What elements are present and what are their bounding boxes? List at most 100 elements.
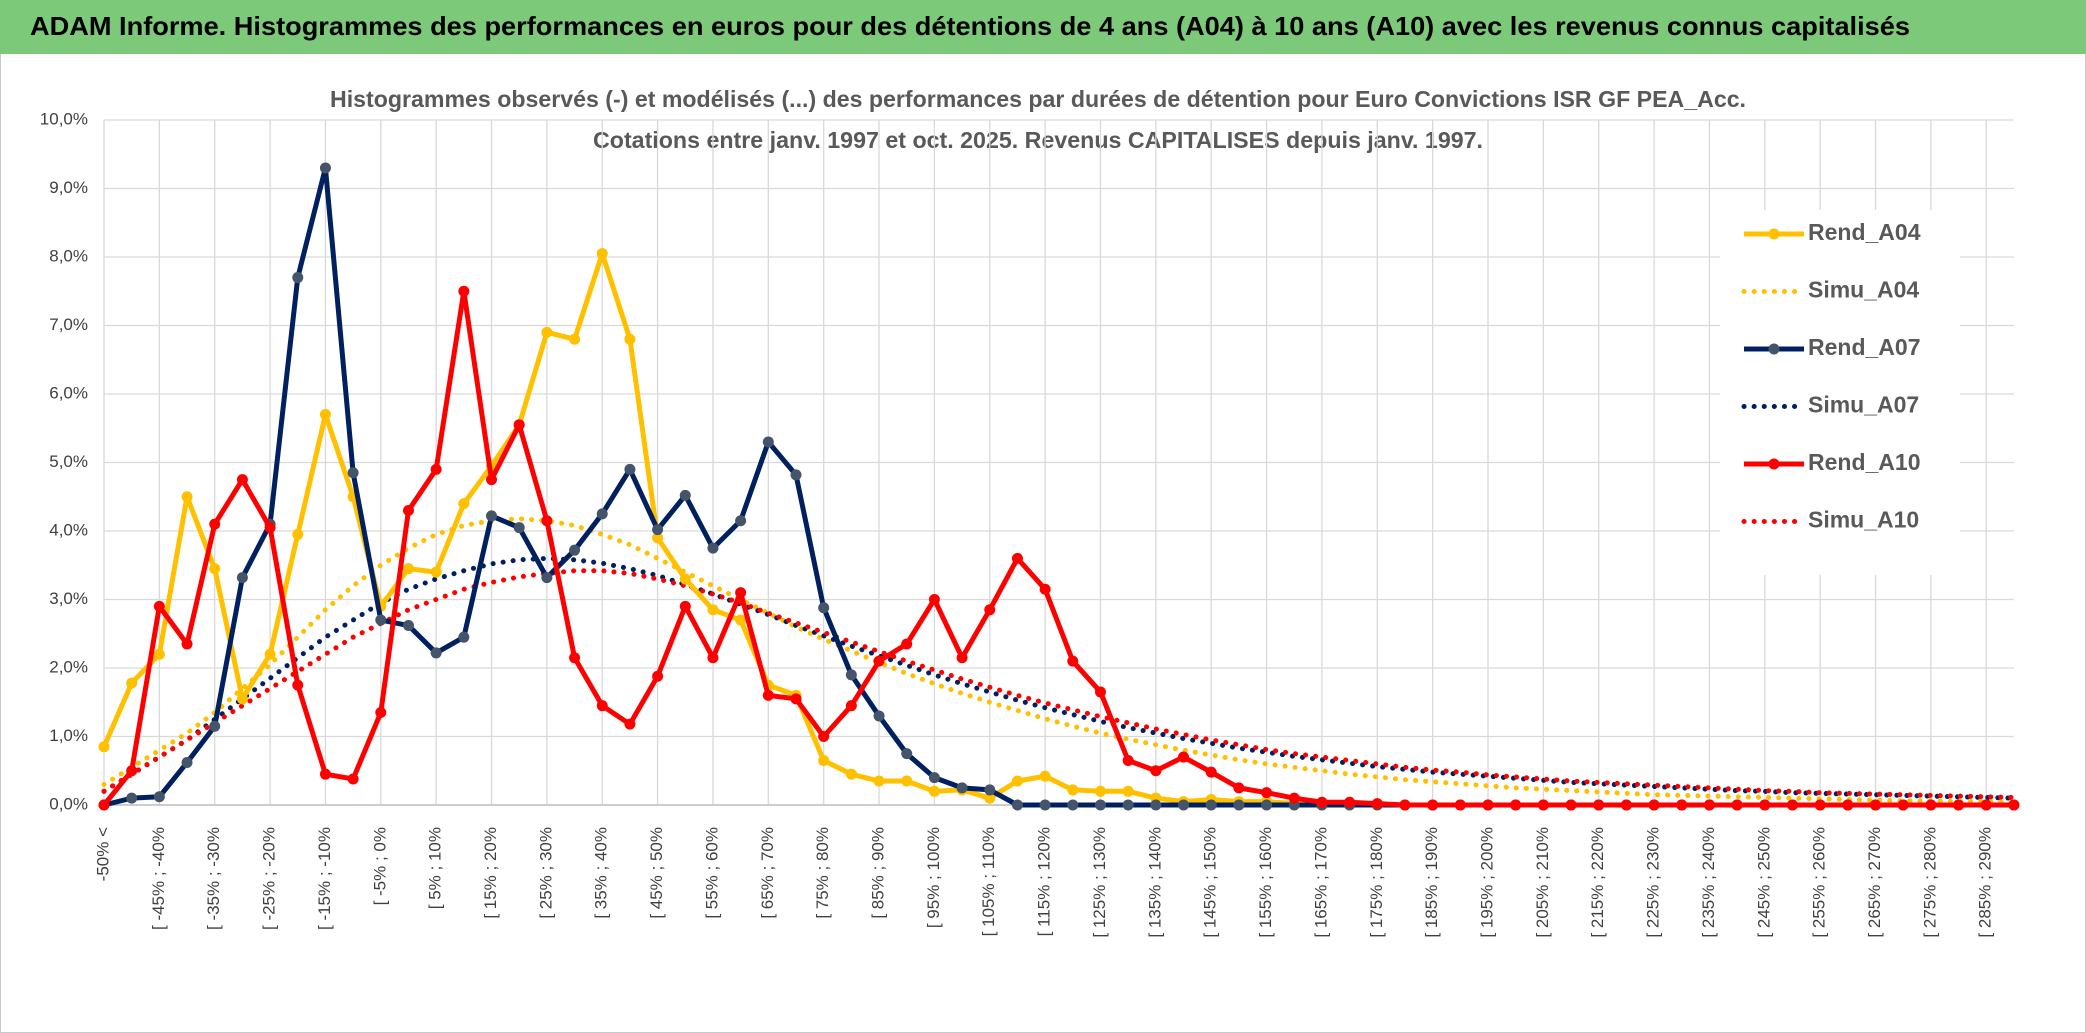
- point: [1205, 766, 1217, 778]
- point: [818, 602, 830, 614]
- point: [181, 638, 193, 650]
- point: [1233, 799, 1245, 811]
- point: [596, 700, 608, 712]
- point: [98, 741, 110, 753]
- y-tick-label: 10,0%: [40, 109, 88, 128]
- point: [126, 792, 138, 804]
- legend-box: [1720, 210, 1960, 575]
- point: [181, 491, 193, 503]
- x-tick-label: [ 125% ; 130%: [1090, 827, 1109, 938]
- point: [153, 648, 165, 660]
- point: [153, 600, 165, 612]
- point: [292, 528, 304, 540]
- point: [1454, 799, 1466, 811]
- point: [458, 285, 470, 297]
- x-tick-label: [ 65% ; 70%: [758, 827, 777, 919]
- point: [264, 522, 276, 534]
- x-tick-label: [ -5% ; 0%: [370, 827, 389, 905]
- point: [1122, 785, 1134, 797]
- point: [569, 652, 581, 664]
- point: [402, 563, 414, 575]
- point: [1925, 799, 1937, 811]
- point: [596, 248, 608, 260]
- point: [1261, 799, 1273, 811]
- x-tick-label: [ 105% ; 110%: [979, 827, 998, 936]
- point: [1178, 799, 1190, 811]
- point: [1039, 770, 1051, 782]
- y-tick-label: 1,0%: [49, 726, 88, 745]
- point: [984, 604, 996, 616]
- point: [319, 162, 331, 174]
- point: [347, 467, 359, 479]
- point: [2008, 799, 2020, 811]
- point: [1344, 796, 1356, 808]
- point: [735, 515, 747, 527]
- point: [430, 647, 442, 659]
- point: [652, 670, 664, 682]
- point: [1593, 799, 1605, 811]
- point: [569, 544, 581, 556]
- point: [1094, 785, 1106, 797]
- legend-marker: [1768, 343, 1780, 355]
- y-tick-label: 2,0%: [49, 657, 88, 676]
- point: [1676, 799, 1688, 811]
- point: [153, 791, 165, 803]
- point: [845, 768, 857, 780]
- point: [901, 775, 913, 787]
- point: [845, 669, 857, 681]
- point: [430, 463, 442, 475]
- point: [818, 731, 830, 742]
- y-tick-label: 9,0%: [49, 178, 88, 197]
- x-tick-label: [ 175% ; 180%: [1367, 827, 1386, 938]
- point: [1011, 799, 1023, 811]
- point: [735, 614, 747, 626]
- point: [735, 587, 747, 599]
- x-tick-label: [ 145% ; 150%: [1201, 827, 1220, 938]
- observed-line: [102, 288, 2014, 808]
- point: [1980, 799, 1992, 811]
- point: [319, 409, 331, 421]
- x-tick-label: [ 215% ; 220%: [1588, 827, 1607, 938]
- chart-title: Histogrammes observés (-) et modélisés (…: [330, 86, 1746, 112]
- point: [1122, 799, 1134, 811]
- y-tick-label: 4,0%: [49, 520, 88, 539]
- x-tick-label: [ 85% ; 90%: [869, 827, 888, 919]
- point: [1814, 799, 1826, 811]
- x-tick-label: [ 115% ; 120%: [1035, 827, 1054, 936]
- point: [818, 754, 830, 766]
- x-tick-label: [ 55% ; 60%: [702, 827, 721, 919]
- y-tick-label: 8,0%: [49, 246, 88, 265]
- y-tick-label: 6,0%: [49, 383, 88, 402]
- legend-label: Simu_A04: [1808, 277, 1919, 303]
- y-tick-label: 5,0%: [49, 452, 88, 471]
- point: [458, 498, 470, 510]
- point: [1510, 799, 1522, 811]
- point: [1150, 799, 1162, 811]
- point: [1261, 787, 1273, 799]
- point: [126, 677, 138, 689]
- point: [1371, 798, 1383, 810]
- point: [1703, 799, 1715, 811]
- point: [236, 572, 248, 584]
- point: [1011, 775, 1023, 787]
- point: [652, 524, 664, 536]
- point: [264, 648, 276, 660]
- point: [679, 489, 691, 501]
- point: [541, 572, 553, 584]
- point: [126, 765, 138, 777]
- point: [569, 333, 581, 345]
- x-tick-label: [ 185% ; 190%: [1422, 827, 1441, 938]
- point: [375, 707, 387, 719]
- point: [1786, 799, 1798, 811]
- point: [762, 689, 774, 701]
- legend-marker: [1768, 228, 1780, 240]
- x-tick-label: [ 45% ; 50%: [647, 827, 666, 919]
- point: [1953, 799, 1965, 811]
- point: [1150, 765, 1162, 777]
- point: [402, 504, 414, 516]
- point: [1316, 796, 1328, 808]
- x-tick-label: [ 95% ; 100%: [924, 827, 943, 928]
- legend-label: Simu_A10: [1808, 507, 1919, 533]
